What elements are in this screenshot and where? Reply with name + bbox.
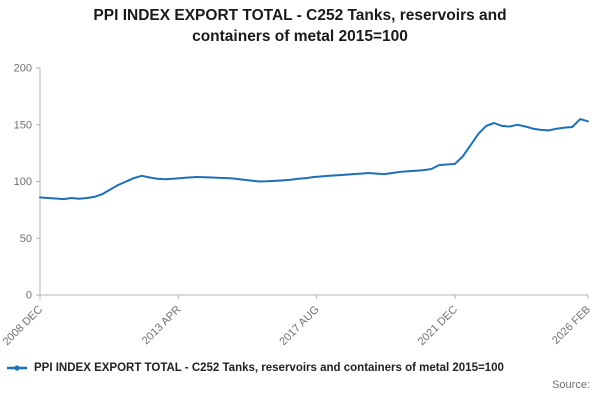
y-axis-tick-label: 50 (20, 233, 32, 245)
line-chart: 0 50 100 150 200 2008 DEC 2013 APR 2017 AUG 2021… (1, 63, 593, 349)
y-axis-tick-label: 200 (14, 63, 32, 75)
x-axis-tick-label: 2026 FEB (550, 304, 593, 347)
y-axis-tick-label: 0 (26, 290, 32, 302)
x-axis-tick-label: 2008 DEC (1, 304, 45, 348)
y-axis-tick-label: 150 (14, 119, 32, 131)
x-axis-tick-label: 2021 DEC (416, 304, 460, 348)
chart-title: PPI INDEX EXPORT TOTAL - C252 Tanks, res… (93, 7, 507, 45)
series-line (39, 118, 589, 201)
y-axis-tick-label: 100 (14, 176, 32, 188)
x-axis-tick-label: 2017 AUG (277, 304, 321, 348)
x-axis-tick-label: 2013 APR (140, 304, 184, 348)
legend-label: PPI INDEX EXPORT TOTAL - C252 Tanks, res… (34, 362, 504, 374)
legend: PPI INDEX EXPORT TOTAL - C252 Tanks, res… (6, 362, 504, 374)
source-label: Source: (552, 379, 590, 391)
line-series-icon (7, 365, 27, 371)
